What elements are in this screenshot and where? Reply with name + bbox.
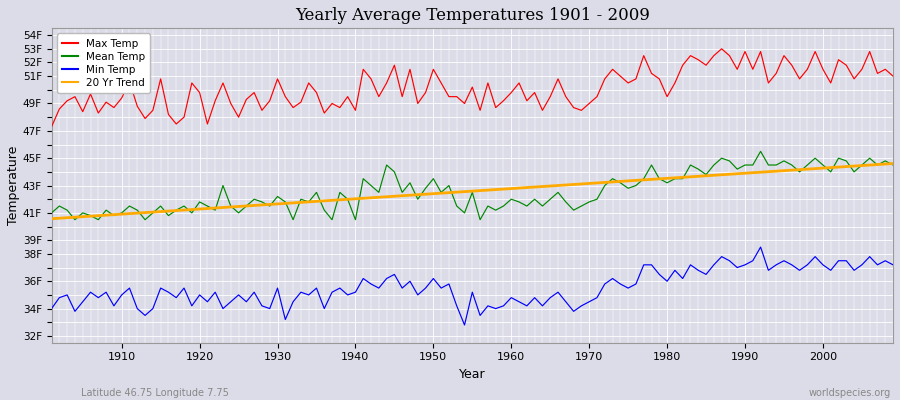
Text: Latitude 46.75 Longitude 7.75: Latitude 46.75 Longitude 7.75 — [81, 388, 229, 398]
Y-axis label: Temperature: Temperature — [7, 146, 20, 225]
Text: worldspecies.org: worldspecies.org — [809, 388, 891, 398]
X-axis label: Year: Year — [459, 368, 486, 381]
Title: Yearly Average Temperatures 1901 - 2009: Yearly Average Temperatures 1901 - 2009 — [295, 7, 650, 24]
Legend: Max Temp, Mean Temp, Min Temp, 20 Yr Trend: Max Temp, Mean Temp, Min Temp, 20 Yr Tre… — [57, 34, 150, 93]
